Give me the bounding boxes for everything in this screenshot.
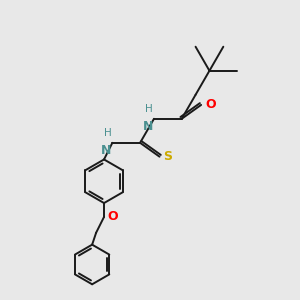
Text: H: H: [103, 128, 111, 138]
Text: O: O: [205, 98, 216, 111]
Text: S: S: [164, 150, 172, 163]
Text: O: O: [107, 210, 118, 224]
Text: N: N: [101, 144, 111, 157]
Text: N: N: [142, 120, 153, 133]
Text: H: H: [145, 104, 153, 114]
